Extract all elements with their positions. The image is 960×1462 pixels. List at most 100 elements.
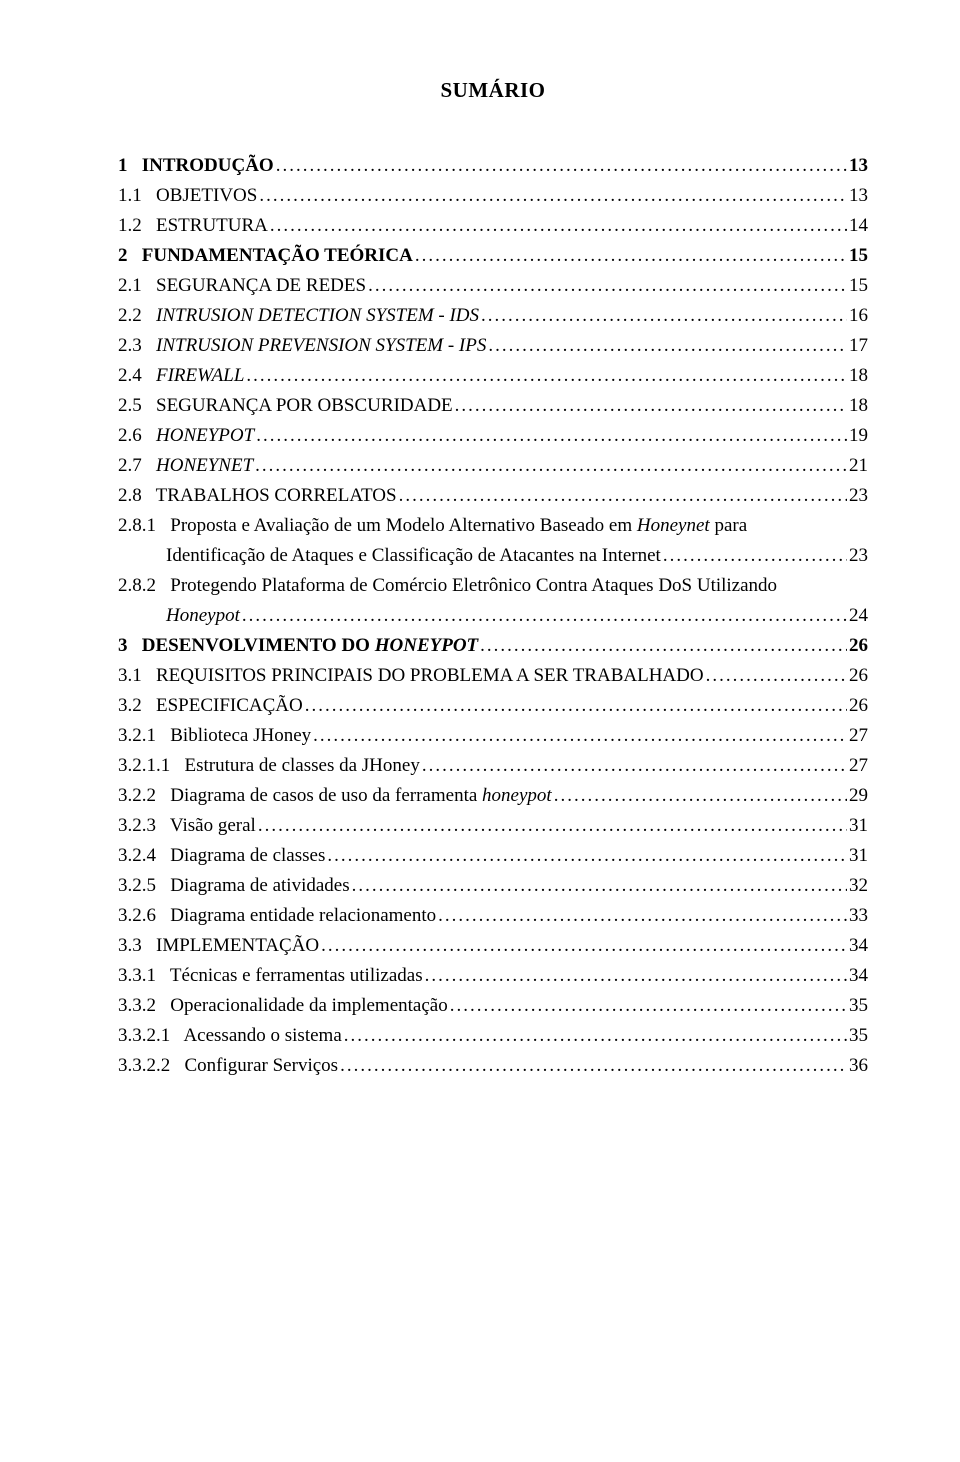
toc-entry-number: 1 [118, 155, 128, 176]
toc-entry-number: 3.3.2.1 [118, 1025, 170, 1046]
toc-entry-text: HONEYNET [156, 455, 253, 476]
toc-leader-dots: ........................................… [303, 691, 847, 721]
toc-entry-number: 1.2 [118, 215, 142, 236]
toc-entry-number: 3 [118, 635, 128, 656]
toc-leader-dots: ........................................… [420, 751, 847, 781]
toc-entry-page: 14 [847, 211, 868, 241]
toc-entry-label: 3.2.2 Diagrama de casos de uso da ferram… [118, 781, 552, 811]
toc-leader-dots: ........................................… [325, 841, 847, 871]
toc-entry-text: INTRUSION DETECTION SYSTEM - IDS [156, 305, 479, 326]
toc-entry-page: 15 [847, 271, 868, 301]
toc-entry-label: 3.3 IMPLEMENTAÇÃO [118, 931, 319, 961]
toc-leader-dots: ........................................… [350, 871, 847, 901]
toc-row: 3.1 REQUISITOS PRINCIPAIS DO PROBLEMA A … [118, 661, 868, 691]
toc-entry-page: 13 [847, 181, 868, 211]
toc-entry-page: 35 [847, 991, 868, 1021]
toc-entry-number: 3.2.4 [118, 845, 156, 866]
toc-row: 2.2 INTRUSION DETECTION SYSTEM - IDS....… [118, 301, 868, 331]
toc-leader-dots: ........................................… [342, 1021, 847, 1051]
toc-entry-label: 2.1 SEGURANÇA DE REDES [118, 271, 366, 301]
toc-leader-dots: ........................................… [486, 331, 847, 361]
toc-row: 2.8.2 Protegendo Plataforma de Comércio … [118, 571, 868, 601]
toc-row-wrap: Identificação de Ataques e Classificação… [118, 541, 868, 571]
toc-entry-number: 3.1 [118, 665, 142, 686]
toc-entry-number: 1.1 [118, 185, 142, 206]
toc-row: 2.7 HONEYNET............................… [118, 451, 868, 481]
toc-entry-label: 3 DESENVOLVIMENTO DO HONEYPOT [118, 631, 478, 661]
toc-entry-text: Estrutura de classes da JHoney [185, 755, 420, 776]
toc-leader-dots: ........................................… [319, 931, 847, 961]
toc-row: 1.1 OBJETIVOS...........................… [118, 181, 868, 211]
toc-row: 1.2 ESTRUTURA...........................… [118, 211, 868, 241]
toc-entry-label: 2.8 TRABALHOS CORRELATOS [118, 481, 397, 511]
toc-entry-text: Acessando o sistema [183, 1025, 341, 1046]
toc-entry-text: SEGURANÇA POR OBSCURIDADE [156, 395, 453, 416]
toc-entry-number: 2 [118, 245, 128, 266]
toc-entry-page: 26 [847, 661, 868, 691]
toc-entry-number: 3.2.5 [118, 875, 156, 896]
toc-row: 2.4 FIREWALL............................… [118, 361, 868, 391]
toc-entry-number: 2.8.2 [118, 575, 156, 596]
toc-entry-page: 31 [847, 841, 868, 871]
toc-entry-page: 13 [847, 151, 868, 181]
toc-entry-number: 2.8.1 [118, 515, 156, 536]
toc-entry-number: 3.2 [118, 695, 142, 716]
toc-row: 3.3.2 Operacionalidade da implementação.… [118, 991, 868, 1021]
toc-leader-dots: ........................................… [256, 811, 847, 841]
toc-leader-dots: ........................................… [311, 721, 847, 751]
toc-entry-text: FUNDAMENTAÇÃO TEÓRICA [142, 245, 413, 266]
toc-entry-label: 2.5 SEGURANÇA POR OBSCURIDADE [118, 391, 453, 421]
toc-entry-page: 31 [847, 811, 868, 841]
toc-entry-page: 27 [847, 721, 868, 751]
toc-entry-label: 3.3.2.1 Acessando o sistema [118, 1021, 342, 1051]
toc-leader-dots: ........................................… [413, 241, 847, 271]
toc-row: 3.3.1 Técnicas e ferramentas utilizadas.… [118, 961, 868, 991]
toc-entry-page: 17 [847, 331, 868, 361]
toc-row: 2.8 TRABALHOS CORRELATOS................… [118, 481, 868, 511]
toc-row: 2 FUNDAMENTAÇÃO TEÓRICA.................… [118, 241, 868, 271]
toc-entry-page: 18 [847, 361, 868, 391]
toc-entry-label: 3.2.1 Biblioteca JHoney [118, 721, 311, 751]
toc-entry-number: 2.8 [118, 485, 142, 506]
toc-entry-label: 1 INTRODUÇÃO [118, 151, 274, 181]
toc-leader-dots: ........................................… [436, 901, 847, 931]
toc-entry-number: 2.3 [118, 335, 142, 356]
toc-leader-dots: ........................................… [704, 661, 847, 691]
toc-entry-text: FIREWALL [156, 365, 244, 386]
toc-entry-page: 15 [847, 241, 868, 271]
toc-row: 3 DESENVOLVIMENTO DO HONEYPOT...........… [118, 631, 868, 661]
toc-leader-dots: ........................................… [479, 301, 847, 331]
toc-entry-label: 2.8.1 Proposta e Avaliação de um Modelo … [118, 511, 747, 541]
toc-entry-text: SEGURANÇA DE REDES [156, 275, 366, 296]
toc-entry-page: 33 [847, 901, 868, 931]
toc-entry-label: 3.3.2 Operacionalidade da implementação [118, 991, 448, 1021]
toc-leader-dots: ........................................… [366, 271, 847, 301]
toc-entry-page: 29 [847, 781, 868, 811]
toc-entry-text: HONEYPOT [156, 425, 254, 446]
toc-entry-page: 34 [847, 961, 868, 991]
toc-entry-label: 2.4 FIREWALL [118, 361, 244, 391]
toc-entry-text: Diagrama de atividades [170, 875, 349, 896]
toc-row: 2.3 INTRUSION PREVENSION SYSTEM - IPS...… [118, 331, 868, 361]
toc-leader-dots: ........................................… [338, 1051, 847, 1081]
toc-entry-number: 2.6 [118, 425, 142, 446]
toc-row: 3.2 ESPECIFICAÇÃO.......................… [118, 691, 868, 721]
toc-entry-text: Honeypot [166, 601, 240, 631]
toc-entry-label: 3.2.4 Diagrama de classes [118, 841, 325, 871]
toc-leader-dots: ........................................… [453, 391, 847, 421]
toc-entry-label: 2.8.2 Protegendo Plataforma de Comércio … [118, 571, 777, 601]
toc-entry-text: Configurar Serviços [185, 1055, 339, 1076]
toc-entry-page: 21 [847, 451, 868, 481]
toc-entry-label: 2.6 HONEYPOT [118, 421, 254, 451]
toc-leader-dots: ........................................… [274, 151, 847, 181]
toc-entry-label: 3.1 REQUISITOS PRINCIPAIS DO PROBLEMA A … [118, 661, 704, 691]
toc-entry-label: 2 FUNDAMENTAÇÃO TEÓRICA [118, 241, 413, 271]
toc-entry-label: 3.2.3 Visão geral [118, 811, 256, 841]
toc-entry-page: 36 [847, 1051, 868, 1081]
toc-entry-text: Biblioteca JHoney [170, 725, 311, 746]
toc-row: 2.6 HONEYPOT............................… [118, 421, 868, 451]
toc-entry-number: 3.2.2 [118, 785, 156, 806]
toc-entry-text: ESTRUTURA [156, 215, 268, 236]
toc-entry-label: 1.2 ESTRUTURA [118, 211, 268, 241]
toc-entry-number: 3.2.1 [118, 725, 156, 746]
